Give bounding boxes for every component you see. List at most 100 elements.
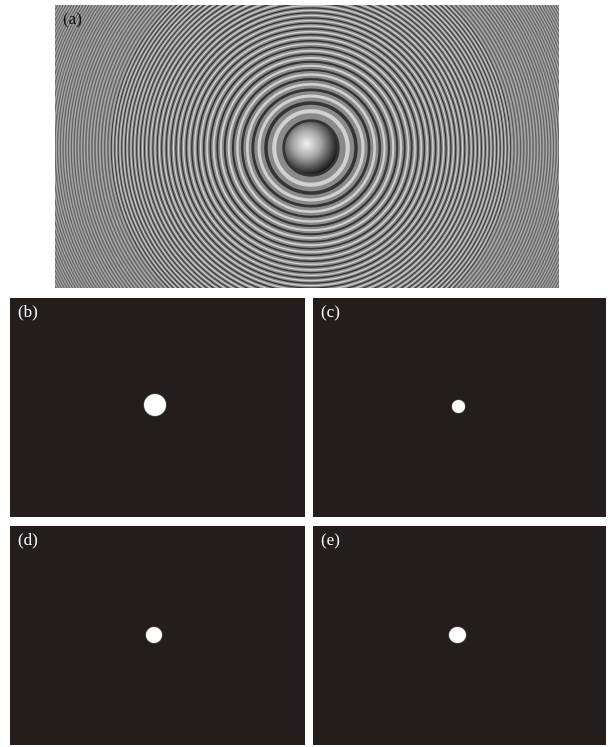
ring [168,5,454,288]
ring [87,5,535,288]
ring [85,5,537,288]
ring [61,5,559,288]
ring [150,5,472,288]
ring [236,73,386,223]
ring [97,5,525,288]
ring [110,5,512,288]
ring-center-disk [285,122,337,174]
ring [136,5,486,288]
ring [66,5,556,288]
ring [81,5,541,288]
ring [121,5,501,288]
panel-e-label: (e) [321,530,340,549]
ring [124,5,498,288]
ring [257,94,365,202]
panel-d-label: (d) [18,530,38,549]
ring [55,5,559,288]
ring [57,5,559,288]
panel-c-bright-spot [452,400,465,413]
ring [64,5,558,288]
panel-b-label: (b) [18,302,38,321]
ring [84,5,538,288]
ring [172,9,450,287]
ring [76,5,546,288]
ring [60,5,559,288]
ring [91,5,531,288]
ring [241,78,381,218]
ring [154,5,468,288]
ring [144,5,478,288]
ring [102,5,520,288]
ring [165,5,457,288]
ring [88,5,534,288]
ring [161,5,461,288]
ring [196,33,426,263]
ring [126,5,496,288]
ring [246,83,376,213]
ring [112,5,510,288]
ring [138,5,484,288]
ring [123,5,499,288]
ring [109,5,513,288]
ring [134,5,488,288]
panel-e-bright-spot [449,627,466,643]
ring [163,5,459,288]
ring [101,5,521,288]
ring [216,53,406,243]
ring [130,5,492,288]
ring [93,5,529,288]
ring [117,5,505,288]
ring [58,5,559,288]
ring [185,22,437,274]
panel-b-spot-image: (b) [10,298,305,517]
ring [148,5,474,288]
panel-c-spot-image: (c) [313,298,606,517]
ring [227,64,395,232]
ring [116,5,506,288]
ring [105,5,517,288]
ring [180,17,442,279]
panel-a-label: (a) [63,9,82,28]
ring [94,5,528,288]
ring [73,5,549,288]
ring [119,5,503,288]
ring [69,5,553,288]
ring [199,36,423,260]
ring [75,5,547,288]
ring [194,31,428,265]
ring [156,5,466,288]
ring [188,25,434,271]
concentric-rings-image [55,5,559,288]
ring [231,68,391,228]
ring [264,101,358,195]
ring [78,5,544,288]
ring [62,5,559,288]
ring [251,88,371,208]
ring [82,5,540,288]
panel-a-ring-pattern: (a) [55,5,559,288]
ring [99,5,523,288]
ring [96,5,526,288]
ring [191,28,431,268]
panel-b-bright-spot [144,394,166,416]
ring [146,5,476,288]
ring [68,5,554,288]
ring [212,49,410,247]
ring [65,5,557,288]
ring [182,19,440,277]
ring [175,12,447,284]
ring [128,5,494,288]
ring [206,43,416,253]
ring [209,46,413,250]
ring [152,5,470,288]
ring [220,57,402,239]
ring [158,5,464,288]
ring [142,5,480,288]
ring [90,5,532,288]
panel-d-spot-image: (d) [10,526,305,745]
ring [223,60,399,236]
ring [72,5,550,288]
ring [132,5,490,288]
ring [170,7,452,288]
panel-d-bright-spot [146,627,162,643]
